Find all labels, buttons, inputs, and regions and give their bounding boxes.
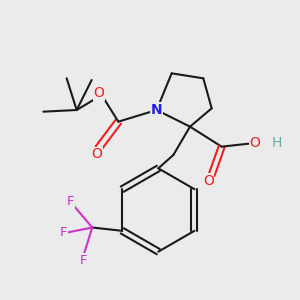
Text: F: F [67, 195, 74, 208]
Text: N: N [151, 103, 163, 117]
Text: O: O [91, 147, 102, 161]
Text: O: O [250, 136, 260, 150]
Text: O: O [203, 174, 214, 188]
Text: F: F [60, 226, 68, 239]
Text: F: F [80, 254, 88, 267]
Text: O: O [94, 86, 104, 100]
Text: H: H [272, 136, 282, 150]
